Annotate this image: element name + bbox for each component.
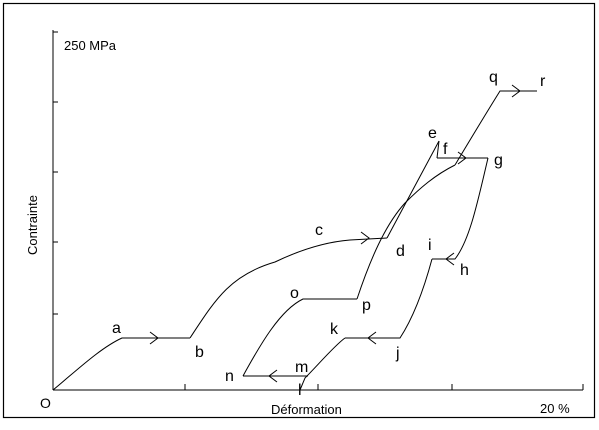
segment-g-q-r <box>454 90 537 166</box>
point-label-o: o <box>290 285 299 302</box>
segment-h-i-j <box>345 258 433 339</box>
point-label-b: b <box>195 344 204 361</box>
segment-e-f <box>436 140 440 159</box>
loading-path <box>52 90 537 391</box>
origin-label: O <box>40 395 51 411</box>
point-label-g: g <box>494 152 503 169</box>
segment-k-l <box>299 337 346 391</box>
point-label-n: n <box>225 368 234 385</box>
segment-p-rise <box>356 164 456 300</box>
diagram-border <box>2 2 596 419</box>
direction-arrows <box>149 84 521 383</box>
point-label-q: q <box>489 69 498 86</box>
point-label-d: d <box>396 243 405 260</box>
point-label-e: e <box>428 125 437 142</box>
point-label-r: r <box>540 73 546 90</box>
segment-d-e <box>386 140 440 239</box>
arrow-a-b <box>149 331 159 345</box>
segment-n-o <box>242 298 357 377</box>
strain-scale-label: 20 % <box>540 401 570 416</box>
point-label-l: l <box>298 382 302 399</box>
point-label-k: k <box>330 321 339 338</box>
point-label-m: m <box>295 359 308 376</box>
point-label-p: p <box>362 297 371 314</box>
y-axis-title: Contrainte <box>25 195 40 255</box>
segment-b-c-d <box>189 237 388 339</box>
arrow-f-g <box>457 151 467 165</box>
point-label-a: a <box>112 320 121 337</box>
stress-scale-label: 250 MPa <box>64 38 117 53</box>
point-label-h: h <box>460 262 469 279</box>
point-labels: a b c d e f g h i j k l m n o p q r <box>112 69 546 399</box>
point-label-f: f <box>443 141 448 158</box>
arrow-h <box>445 252 455 266</box>
point-label-c: c <box>315 222 323 239</box>
arrow-c-d <box>360 231 370 245</box>
point-label-i: i <box>428 237 432 254</box>
arrow-m <box>268 369 278 383</box>
arrow-j-k <box>367 331 377 345</box>
point-label-j: j <box>395 345 400 362</box>
segment-g-h <box>432 157 489 260</box>
segment-o-a-b <box>52 337 190 391</box>
axes <box>52 30 584 391</box>
x-axis-title: Déformation <box>271 402 342 417</box>
arrow-q-r <box>511 84 521 98</box>
